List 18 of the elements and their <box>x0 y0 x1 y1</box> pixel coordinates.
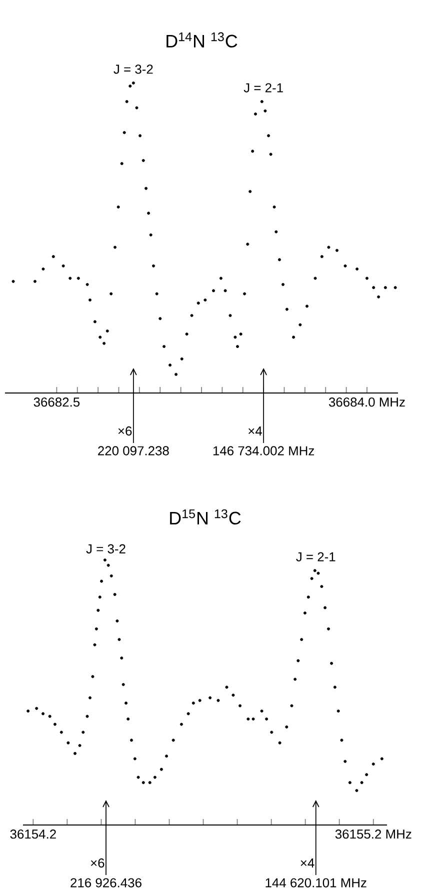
chart-title: D$^{15}$N $^{13}$C <box>170 509 241 524</box>
x-tick-label: 36155.2 MHz <box>335 830 412 839</box>
ref-line-label: ×4 <box>300 858 314 868</box>
ref-line-label: ×6 <box>118 426 132 436</box>
text: 146 734.002 MHz <box>213 446 314 456</box>
ref-line-label: ×6 <box>90 858 104 868</box>
x-tick-label: 36154.2 <box>10 830 56 839</box>
ref-line-label: ×4 <box>248 426 262 436</box>
annotation: J = 2-1 <box>296 552 336 562</box>
annotation: J = 3-2 <box>86 544 126 554</box>
x-tick-label: 36684.0 MHz <box>328 398 405 407</box>
text: 144 620.101 MHz <box>266 878 366 888</box>
chart-title: D$^{14}$N $^{13}$C <box>166 32 238 48</box>
text: 220 097.238 <box>98 446 169 456</box>
text: 216 926.436 <box>70 878 142 888</box>
annotation: J = 3-2 <box>114 64 153 74</box>
annotation: J = 2-1 <box>244 83 283 92</box>
x-tick-label: 36682.5 <box>34 398 80 407</box>
